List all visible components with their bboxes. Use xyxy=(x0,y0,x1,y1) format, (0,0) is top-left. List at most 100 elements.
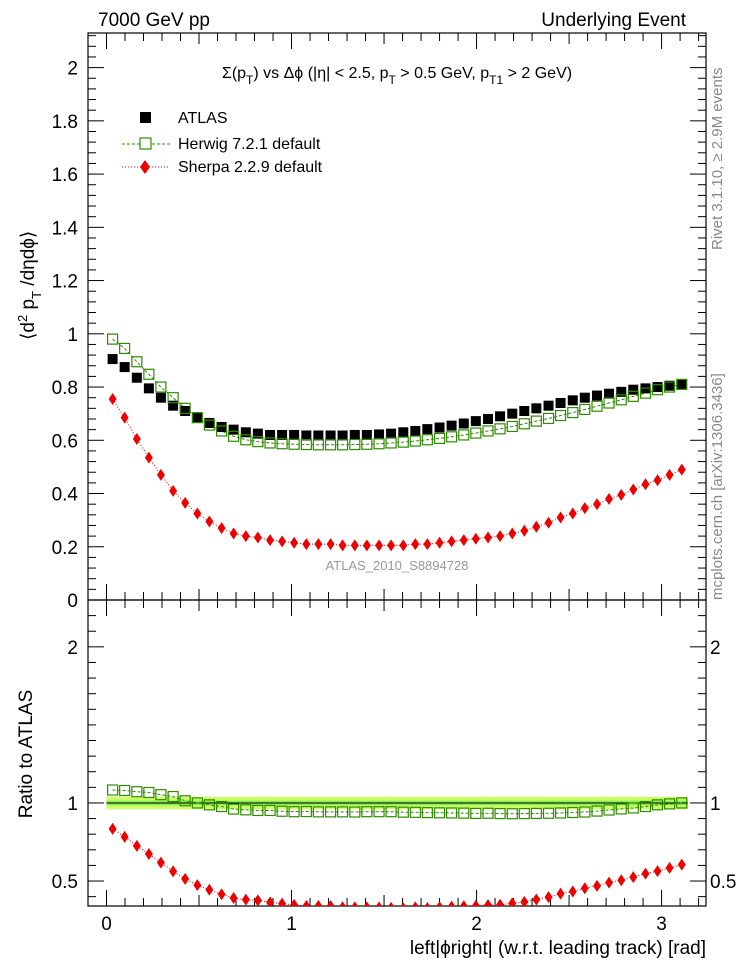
ratio-y-tick-label-right: 2 xyxy=(710,638,721,659)
sherpa-point xyxy=(193,507,202,520)
herwig-point xyxy=(155,381,167,393)
sherpa-point xyxy=(362,539,371,552)
header-left: 7000 GeV pp xyxy=(98,10,210,31)
herwig-point xyxy=(458,429,470,441)
atlas-point xyxy=(652,382,663,393)
sherpa-point xyxy=(411,538,420,551)
ratio-herwig-point xyxy=(470,807,482,820)
legend-atlas-label: ATLAS xyxy=(178,110,228,127)
herwig-point xyxy=(409,435,421,447)
ratio-herwig-point xyxy=(482,807,494,819)
ratio-sherpa-point xyxy=(144,848,153,861)
ratio-herwig-point xyxy=(167,790,179,803)
herwig-point xyxy=(651,384,664,396)
x-axis-label: left|ϕright| (w.r.t. leading track) [rad… xyxy=(410,938,706,959)
atlas-point xyxy=(143,383,154,394)
ratio-herwig-point xyxy=(518,807,530,820)
atlas-point xyxy=(265,429,276,440)
y-tick-label: 1.6 xyxy=(52,165,78,186)
herwig-point xyxy=(119,342,131,355)
y-tick-label: 1.2 xyxy=(52,272,78,293)
sherpa-point xyxy=(253,531,262,544)
herwig-point xyxy=(615,394,627,406)
sherpa-point xyxy=(677,463,686,476)
ratio-sherpa-point xyxy=(314,900,323,906)
ratio-herwig-point xyxy=(228,803,240,815)
herwig-point xyxy=(385,437,397,449)
herwig-point xyxy=(131,356,143,368)
herwig-point xyxy=(191,412,203,424)
x-tick-label: 3 xyxy=(656,914,667,935)
ratio-sherpa-point xyxy=(278,897,287,906)
ratio-y-tick-labels: 0.5 0.5 1 1 2 2 xyxy=(52,638,737,893)
y-tick-label: 1.8 xyxy=(52,112,78,133)
sherpa-point xyxy=(338,539,347,552)
analysis-id: ATLAS_2010_S8894728 xyxy=(326,558,469,573)
ratio-y-tick-label: 0.5 xyxy=(52,872,78,893)
ratio-herwig-point xyxy=(179,795,191,807)
legend-atlas-marker xyxy=(140,112,151,123)
atlas-point xyxy=(252,428,263,439)
herwig-point xyxy=(252,436,264,448)
herwig-point xyxy=(337,439,349,451)
herwig-point xyxy=(240,434,252,446)
sherpa-point xyxy=(326,538,335,551)
herwig-point xyxy=(276,438,288,450)
atlas-point xyxy=(579,392,590,403)
ratio-herwig-point xyxy=(312,806,324,818)
atlas-point xyxy=(374,429,385,440)
ratio-panel: 0.5 0.5 1 1 2 2 0 1 2 3 Ratio to ATLAS left|ϕrig… xyxy=(16,599,737,959)
main-data-points xyxy=(107,333,688,552)
sherpa-point xyxy=(653,474,662,487)
atlas-point xyxy=(361,429,372,440)
herwig-point xyxy=(203,419,215,431)
ratio-sherpa-point xyxy=(677,858,686,871)
atlas-point xyxy=(495,411,506,422)
atlas-point xyxy=(192,412,203,423)
ratio-ticks xyxy=(88,599,706,906)
herwig-point xyxy=(518,418,530,430)
sherpa-point xyxy=(120,411,129,424)
ratio-sherpa-point xyxy=(412,901,419,906)
ratio-sherpa-point xyxy=(108,822,117,835)
atlas-point xyxy=(446,420,457,431)
header-right: Underlying Event xyxy=(541,10,686,31)
ratio-herwig-point xyxy=(143,786,155,799)
ratio-herwig-point xyxy=(324,806,337,818)
sherpa-point xyxy=(302,538,311,551)
atlas-point xyxy=(204,417,215,428)
ratio-herwig-point xyxy=(639,800,652,813)
legend-sherpa-label: Sherpa 2.2.9 default xyxy=(178,159,323,176)
sherpa-point xyxy=(496,530,505,543)
sherpa-point xyxy=(169,484,178,497)
herwig-point xyxy=(542,412,555,425)
ratio-sherpa-point xyxy=(193,879,202,892)
sherpa-point xyxy=(447,535,456,548)
sherpa-point xyxy=(605,492,614,505)
ratio-sherpa-point xyxy=(484,899,493,906)
legend-herwig-marker xyxy=(139,137,152,150)
ratio-sherpa-point xyxy=(205,883,214,896)
herwig-point xyxy=(470,427,482,439)
sherpa-point xyxy=(423,538,432,551)
ratio-sherpa-point xyxy=(496,898,505,906)
atlas-point xyxy=(155,392,166,403)
sherpa-point xyxy=(290,536,299,549)
ratio-sherpa-point xyxy=(132,839,141,852)
atlas-point xyxy=(676,379,687,390)
herwig-point xyxy=(361,438,373,450)
ratio-herwig-point xyxy=(458,807,470,819)
herwig-point xyxy=(167,392,179,404)
sherpa-point xyxy=(205,515,214,528)
herwig-point xyxy=(579,403,591,416)
herwig-point xyxy=(554,409,567,422)
atlas-point xyxy=(240,427,251,438)
herwig-point xyxy=(264,437,276,449)
sherpa-point xyxy=(217,522,226,535)
atlas-point xyxy=(410,425,421,436)
sherpa-point xyxy=(132,432,141,445)
ratio-sherpa-point xyxy=(605,876,614,889)
ratio-sherpa-point xyxy=(339,901,346,906)
sherpa-point xyxy=(568,507,577,520)
sherpa-point xyxy=(266,534,275,547)
